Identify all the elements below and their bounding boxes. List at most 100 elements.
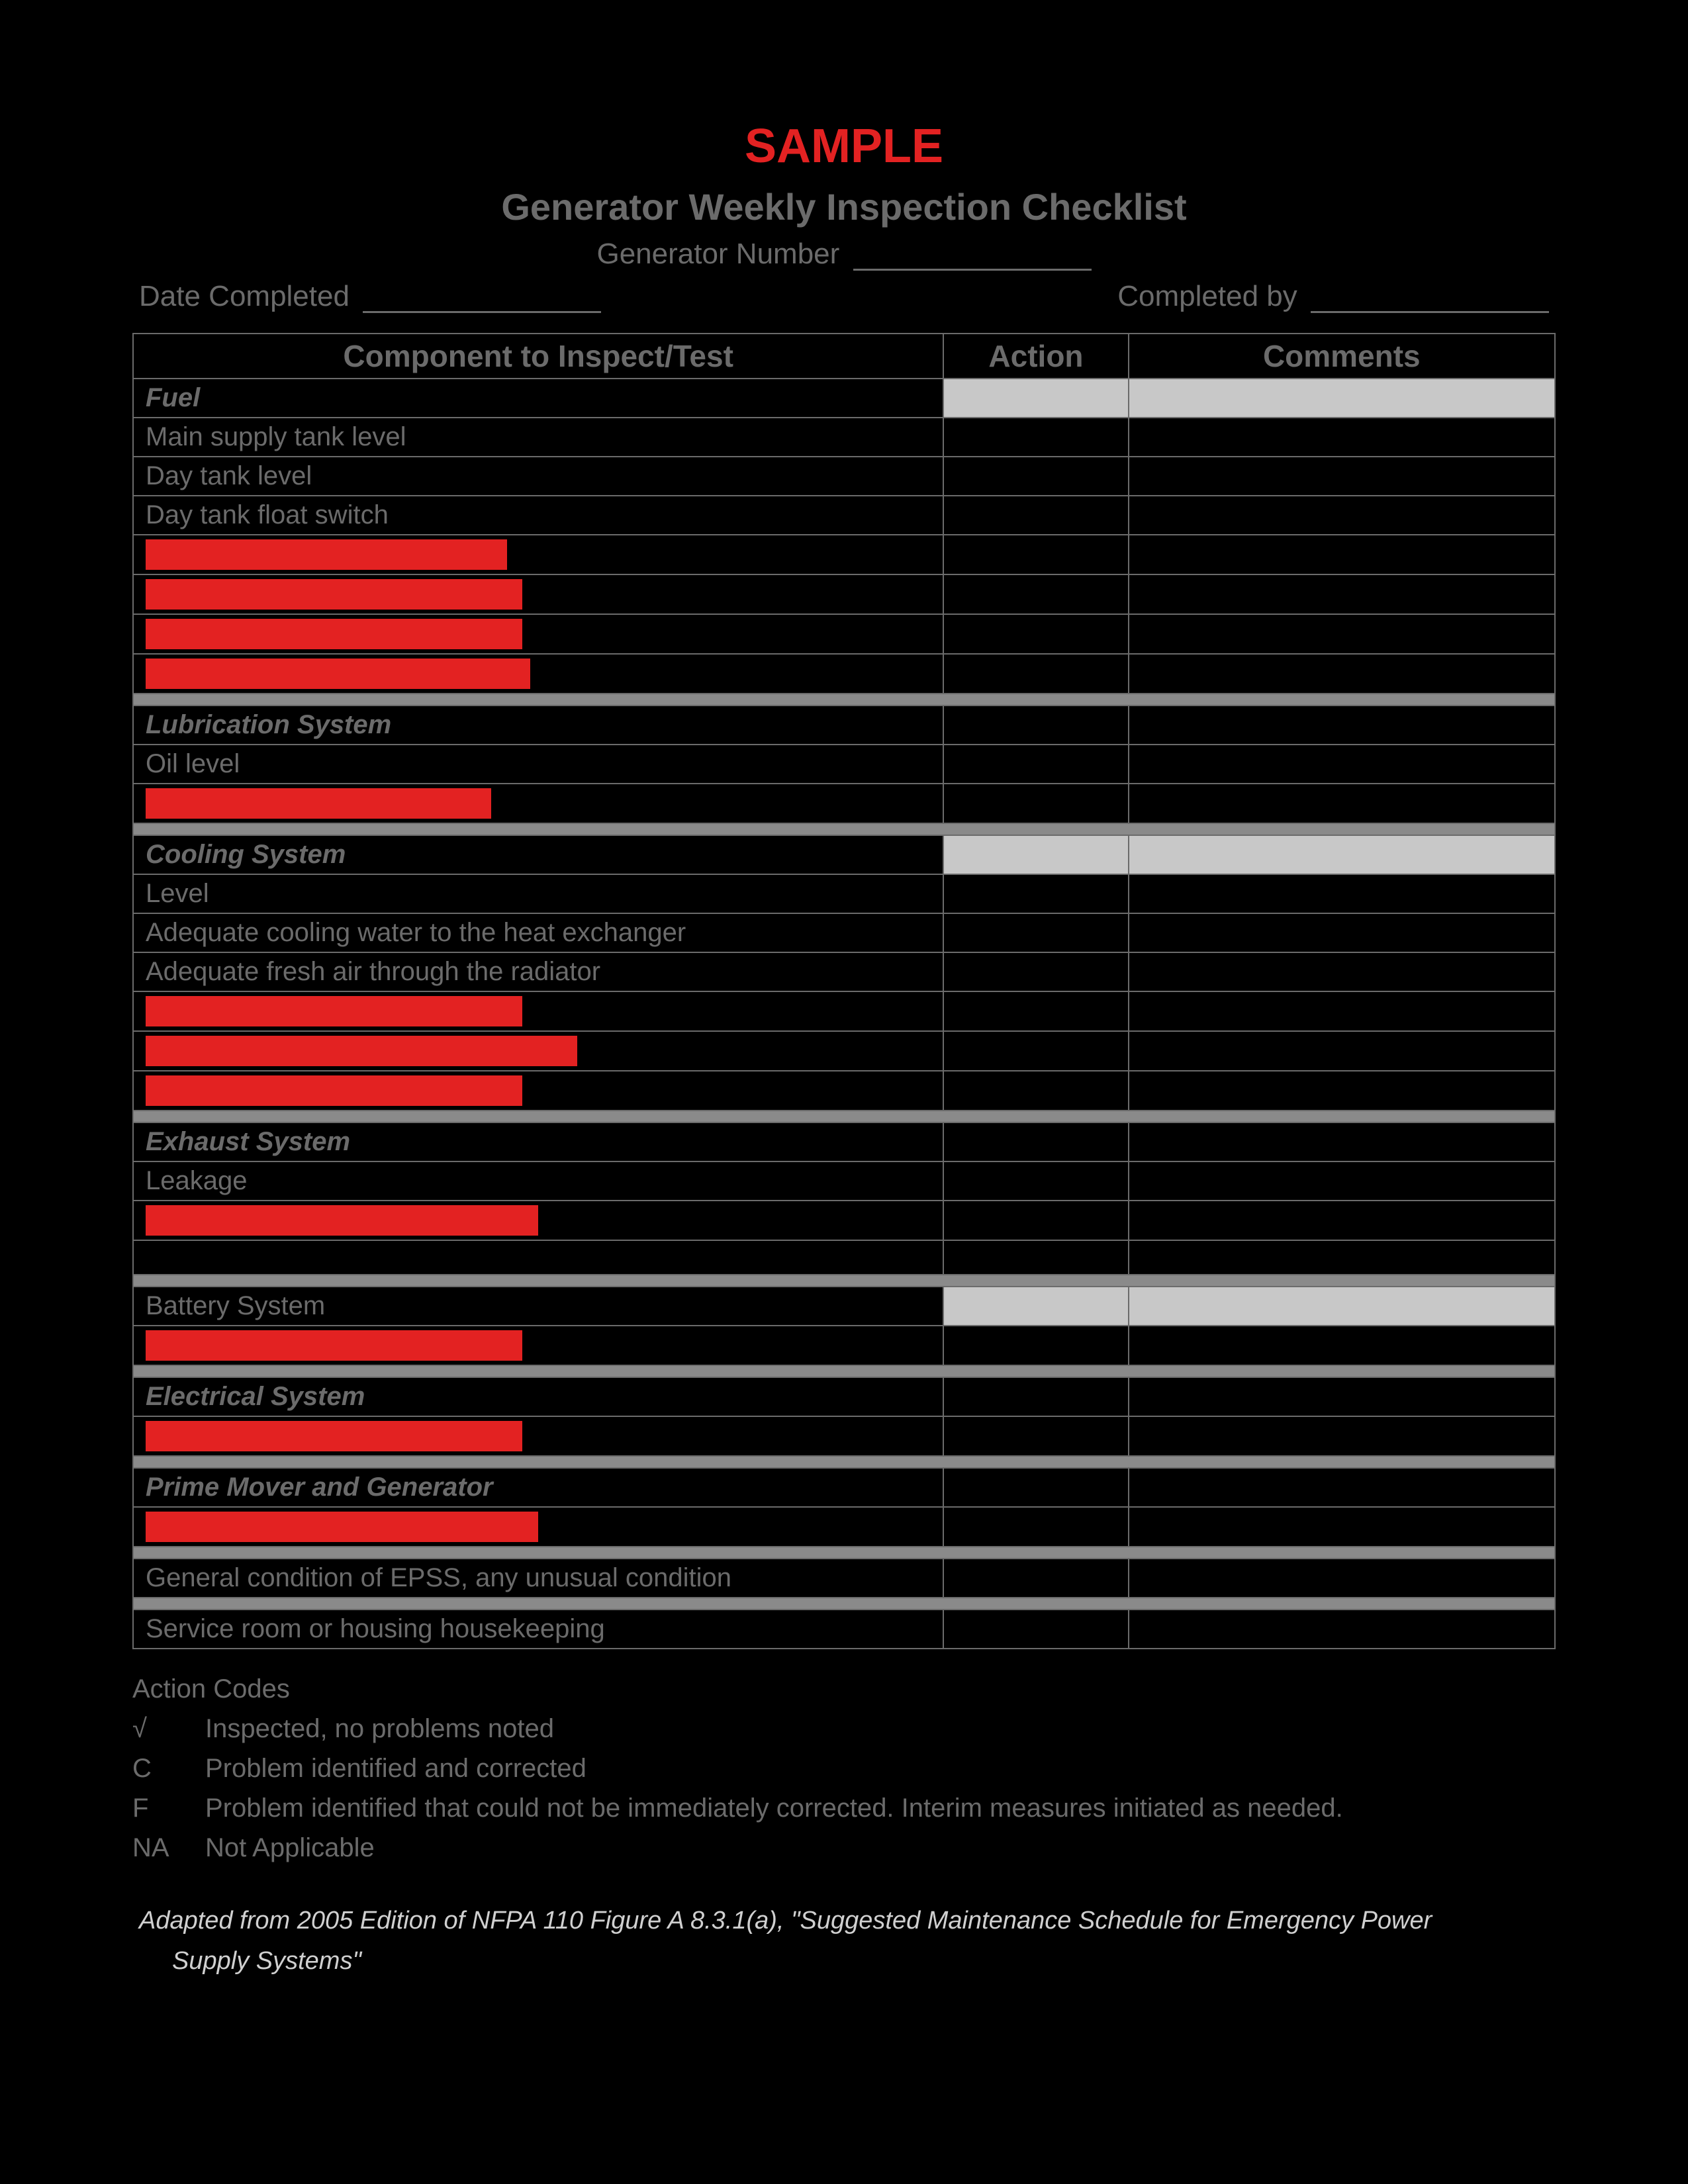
completed-by-label: Completed by [1117, 280, 1297, 312]
section-action-cell [943, 705, 1128, 745]
comments-cell[interactable] [1129, 1201, 1555, 1240]
action-cell[interactable] [943, 496, 1128, 535]
citation-line2: Supply Systems" [139, 1941, 1556, 1981]
comments-cell[interactable] [1129, 614, 1555, 654]
action-cell[interactable] [943, 614, 1128, 654]
action-cell[interactable] [943, 1161, 1128, 1201]
comments-cell[interactable] [1129, 952, 1555, 991]
section-comments-cell [1129, 1287, 1555, 1326]
action-code-desc: Problem identified that could not be imm… [205, 1788, 1343, 1828]
comments-cell[interactable] [1129, 457, 1555, 496]
section-row: Electrical System [133, 1377, 1555, 1416]
redacted-cell [133, 654, 943, 694]
table-row: Adequate cooling water to the heat excha… [133, 913, 1555, 952]
section-title: Lubrication System [133, 705, 943, 745]
action-cell[interactable] [943, 1559, 1128, 1598]
comments-cell[interactable] [1129, 535, 1555, 574]
table-row [133, 1416, 1555, 1456]
redacted-cell [133, 784, 943, 823]
redaction-bar [146, 619, 522, 649]
comments-cell[interactable] [1129, 1031, 1555, 1071]
action-code-row: NANot Applicable [132, 1828, 1556, 1868]
comments-cell[interactable] [1129, 1326, 1555, 1365]
sample-watermark: SAMPLE [132, 119, 1556, 173]
redaction-bar [146, 996, 522, 1026]
action-cell[interactable] [943, 1031, 1128, 1071]
item-cell: Oil level [133, 745, 943, 784]
section-row: Fuel [133, 379, 1555, 418]
section-row: Lubrication System [133, 705, 1555, 745]
action-cell[interactable] [943, 1610, 1128, 1649]
section-action-cell [943, 1122, 1128, 1161]
table-row: Day tank float switch [133, 496, 1555, 535]
action-cell[interactable] [943, 418, 1128, 457]
action-code-symbol: NA [132, 1828, 205, 1868]
table-row: Oil level [133, 745, 1555, 784]
comments-cell[interactable] [1129, 654, 1555, 694]
action-cell[interactable] [943, 952, 1128, 991]
redacted-cell [133, 1507, 943, 1547]
action-cell[interactable] [943, 457, 1128, 496]
comments-cell[interactable] [1129, 913, 1555, 952]
separator-row [133, 823, 1555, 835]
redaction-bar [146, 1512, 538, 1542]
redacted-cell [133, 1326, 943, 1365]
redacted-cell [133, 991, 943, 1031]
comments-cell[interactable] [1129, 574, 1555, 614]
completed-by-field: Completed by [1117, 280, 1549, 313]
action-code-symbol: √ [132, 1709, 205, 1749]
comments-cell[interactable] [1129, 1416, 1555, 1456]
redaction-bar [146, 788, 491, 819]
separator-row [133, 694, 1555, 705]
date-completed-blank[interactable] [363, 287, 601, 313]
table-row [133, 1071, 1555, 1111]
separator-row [133, 1456, 1555, 1468]
comments-cell[interactable] [1129, 1610, 1555, 1649]
table-row [133, 1326, 1555, 1365]
comments-cell[interactable] [1129, 745, 1555, 784]
comments-cell[interactable] [1129, 991, 1555, 1031]
action-cell[interactable] [943, 1240, 1128, 1275]
comments-cell[interactable] [1129, 418, 1555, 457]
action-cell[interactable] [943, 874, 1128, 913]
action-code-row: √Inspected, no problems noted [132, 1709, 1556, 1749]
action-cell[interactable] [943, 1071, 1128, 1111]
action-cell[interactable] [943, 913, 1128, 952]
table-row [133, 1201, 1555, 1240]
action-cell[interactable] [943, 535, 1128, 574]
comments-cell[interactable] [1129, 1507, 1555, 1547]
col-header-action: Action [943, 334, 1128, 379]
generator-number-blank[interactable] [853, 244, 1092, 271]
section-row: Prime Mover and Generator [133, 1468, 1555, 1507]
comments-cell[interactable] [1129, 1161, 1555, 1201]
item-cell: Adequate fresh air through the radiator [133, 952, 943, 991]
section-action-cell [943, 1287, 1128, 1326]
comments-cell[interactable] [1129, 874, 1555, 913]
action-cell[interactable] [943, 574, 1128, 614]
action-cell[interactable] [943, 1201, 1128, 1240]
comments-cell[interactable] [1129, 1071, 1555, 1111]
action-cell[interactable] [943, 784, 1128, 823]
action-cell[interactable] [943, 1416, 1128, 1456]
action-cell[interactable] [943, 1507, 1128, 1547]
section-action-cell [943, 1377, 1128, 1416]
item-cell: Level [133, 874, 943, 913]
comments-cell[interactable] [1129, 784, 1555, 823]
completed-by-blank[interactable] [1311, 287, 1549, 313]
col-header-comments: Comments [1129, 334, 1555, 379]
comments-cell[interactable] [1129, 1240, 1555, 1275]
citation-line1: Adapted from 2005 Edition of NFPA 110 Fi… [139, 1907, 1432, 1934]
action-cell[interactable] [943, 654, 1128, 694]
item-cell: Day tank level [133, 457, 943, 496]
action-cell[interactable] [943, 745, 1128, 784]
action-code-symbol: C [132, 1749, 205, 1788]
section-title: Fuel [133, 379, 943, 418]
comments-cell[interactable] [1129, 496, 1555, 535]
action-cell[interactable] [943, 1326, 1128, 1365]
section-comments-cell [1129, 379, 1555, 418]
separator-row [133, 1365, 1555, 1377]
table-row: Level [133, 874, 1555, 913]
action-cell[interactable] [943, 991, 1128, 1031]
comments-cell[interactable] [1129, 1559, 1555, 1598]
meta-fields-row: Date Completed Completed by [132, 280, 1556, 313]
